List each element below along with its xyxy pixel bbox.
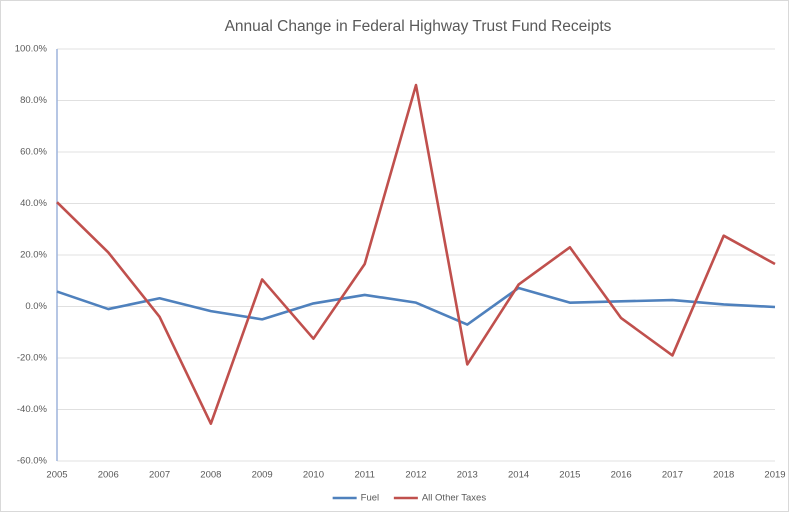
x-tick-label: 2006 xyxy=(98,470,119,481)
y-tick-label: 0.0% xyxy=(25,301,47,312)
x-tick-label: 2007 xyxy=(149,470,170,481)
y-tick-label: 20.0% xyxy=(20,250,47,261)
series-line xyxy=(56,286,776,326)
x-tick-label: 2012 xyxy=(405,470,426,481)
x-tick-label: 2016 xyxy=(611,470,632,481)
chart-title: Annual Change in Federal Highway Trust F… xyxy=(225,18,612,35)
x-tick-label: 2008 xyxy=(200,470,221,481)
x-tick-label: 2019 xyxy=(764,470,785,481)
y-tick-label: 40.0% xyxy=(20,198,47,209)
y-tick-label: 60.0% xyxy=(20,147,47,158)
x-tick-label: 2011 xyxy=(354,470,374,481)
x-tick-label: 2013 xyxy=(457,470,478,481)
x-tick-label: 2018 xyxy=(713,470,734,481)
x-tick-label: 2014 xyxy=(508,470,529,481)
y-tick-label: 80.0% xyxy=(20,95,47,106)
series-line xyxy=(56,83,776,425)
legend-label: All Other Taxes xyxy=(422,493,486,504)
x-tick-label: 2009 xyxy=(252,470,273,481)
legend-label: Fuel xyxy=(361,493,379,504)
x-tick-label: 2015 xyxy=(559,470,580,481)
y-tick-label: -60.0% xyxy=(17,456,48,467)
x-tick-label: 2010 xyxy=(303,470,324,481)
y-tick-label: -40.0% xyxy=(17,404,48,415)
y-tick-label: -20.0% xyxy=(17,353,48,364)
y-tick-label: 100.0% xyxy=(15,44,48,55)
x-tick-label: 2017 xyxy=(662,470,683,481)
x-tick-label: 2005 xyxy=(46,470,67,481)
